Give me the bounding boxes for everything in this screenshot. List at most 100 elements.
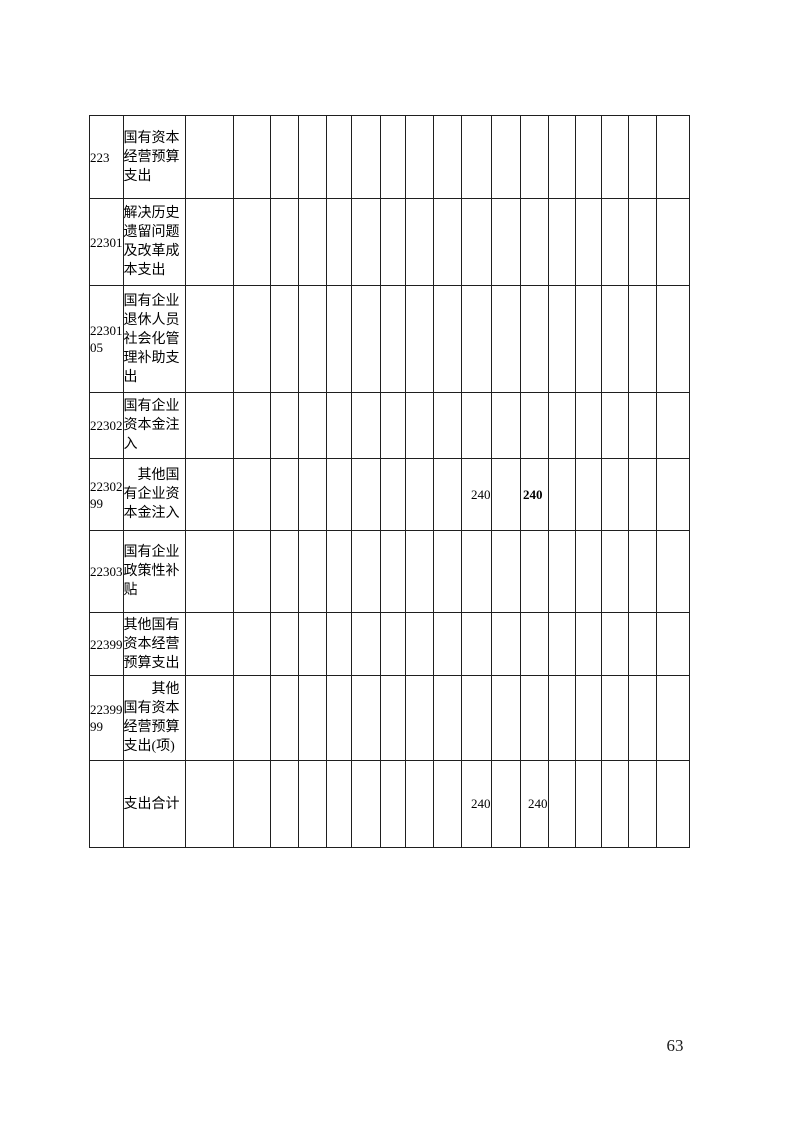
code-cell: 22301	[89, 198, 124, 286]
empty-cell	[325, 285, 352, 393]
empty-cell	[490, 115, 521, 199]
empty-cell	[184, 392, 234, 459]
empty-cell	[379, 115, 406, 199]
empty-cell	[432, 285, 462, 393]
name-line: 退休人员	[123, 312, 180, 328]
empty-cell	[460, 115, 492, 199]
empty-cell	[269, 675, 299, 761]
empty-cell	[184, 530, 234, 613]
name-cell: 国有企业 退休人员 社会化管 理补助支出	[122, 285, 186, 393]
empty-cell	[350, 392, 381, 459]
empty-cell	[600, 392, 629, 459]
empty-cell	[379, 458, 406, 531]
table-row: 22399 99 其他 国有资本 经营预算 支出(项)	[89, 675, 690, 761]
code-line: 22399	[90, 702, 123, 717]
empty-cell	[627, 530, 657, 613]
empty-cell	[519, 285, 549, 393]
empty-cell	[404, 392, 434, 459]
empty-cell	[404, 458, 434, 531]
code-cell: 22302 99	[89, 458, 124, 531]
table-row: 22303 国有企业 政策性补贴	[89, 530, 690, 613]
empty-cell	[519, 198, 549, 286]
table-row: 22302 99 其他国 有企业资 本金注入 240 240	[89, 458, 690, 531]
name-line: 经营预算	[123, 149, 180, 165]
table-row: 支出合计 240 240	[89, 760, 690, 848]
empty-cell	[269, 115, 299, 199]
name-line: 国有企业	[123, 545, 180, 560]
empty-cell	[574, 612, 602, 676]
empty-cell	[184, 115, 234, 199]
code-line: 99	[90, 495, 103, 511]
name-line: 出	[123, 369, 138, 385]
empty-cell	[627, 392, 657, 459]
empty-cell	[297, 115, 327, 199]
empty-cell	[232, 760, 271, 848]
empty-cell	[547, 392, 576, 459]
empty-cell	[297, 198, 327, 286]
empty-cell	[490, 458, 521, 531]
empty-cell	[574, 285, 602, 393]
code-line: 22399	[90, 636, 123, 652]
empty-cell	[574, 760, 602, 848]
empty-cell	[232, 458, 271, 531]
empty-cell	[655, 458, 690, 531]
code-cell: 22399 99	[89, 675, 124, 761]
empty-cell	[350, 530, 381, 613]
empty-cell	[379, 285, 406, 393]
name-line: 预算支出	[123, 655, 180, 671]
empty-cell	[600, 198, 629, 286]
empty-cell	[404, 198, 434, 286]
empty-cell	[600, 675, 629, 761]
empty-cell	[297, 612, 327, 676]
empty-cell	[490, 198, 521, 286]
empty-cell	[655, 530, 690, 613]
empty-cell	[379, 530, 406, 613]
empty-cell	[232, 115, 271, 199]
empty-cell	[350, 458, 381, 531]
name-line: 社会化管	[123, 331, 180, 347]
value-cell: 240	[460, 760, 492, 848]
empty-cell	[547, 198, 576, 286]
empty-cell	[547, 530, 576, 613]
empty-cell	[547, 760, 576, 848]
empty-cell	[490, 530, 521, 613]
name-line: 经营预算	[123, 720, 180, 735]
empty-cell	[460, 530, 492, 613]
code-cell: 22302	[89, 392, 124, 459]
name-line: 遗留问题	[123, 225, 180, 240]
empty-cell	[350, 760, 381, 848]
empty-cell	[232, 530, 271, 613]
empty-cell	[600, 458, 629, 531]
empty-cell	[627, 458, 657, 531]
empty-cell	[297, 530, 327, 613]
name-line: 国有资本	[123, 701, 180, 716]
empty-cell	[655, 392, 690, 459]
empty-cell	[432, 115, 462, 199]
empty-cell	[379, 392, 406, 459]
empty-cell	[269, 285, 299, 393]
empty-cell	[600, 612, 629, 676]
empty-cell	[269, 458, 299, 531]
empty-cell	[297, 285, 327, 393]
name-cell: 其他国有 资本经营 预算支出	[122, 612, 186, 676]
empty-cell	[574, 392, 602, 459]
name-cell: 国有企业 资本金注入	[122, 392, 186, 459]
empty-cell	[432, 530, 462, 613]
empty-cell	[325, 612, 352, 676]
code-line: 99	[90, 719, 103, 734]
code-line: 22303	[90, 564, 123, 579]
name-line: 其他国	[123, 468, 180, 483]
empty-cell	[432, 760, 462, 848]
empty-cell	[232, 198, 271, 286]
empty-cell	[404, 115, 434, 199]
empty-cell	[232, 612, 271, 676]
empty-cell	[269, 392, 299, 459]
empty-cell	[297, 392, 327, 459]
empty-cell	[460, 612, 492, 676]
empty-cell	[404, 760, 434, 848]
empty-cell	[460, 198, 492, 286]
empty-cell	[297, 458, 327, 531]
table-row: 22302 国有企业 资本金注入	[89, 392, 690, 459]
empty-cell	[627, 675, 657, 761]
